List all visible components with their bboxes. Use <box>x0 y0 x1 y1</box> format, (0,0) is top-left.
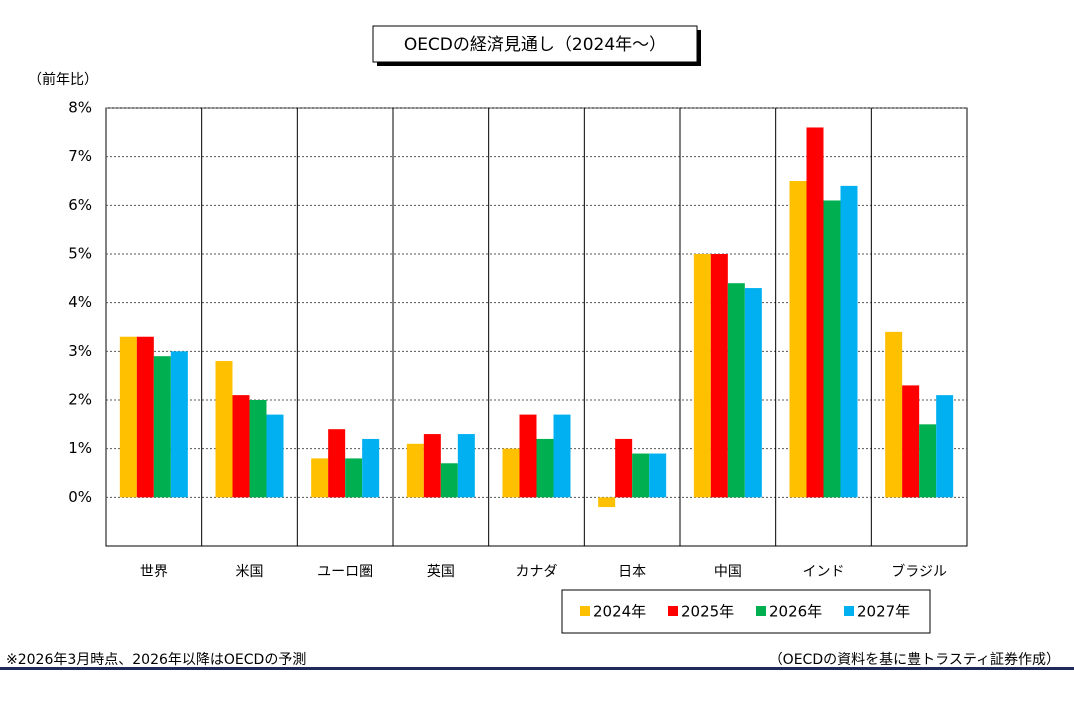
legend-label: 2027年 <box>857 603 910 621</box>
bottom-rule <box>0 667 1074 670</box>
bar <box>249 400 267 498</box>
x-tick-label: インド <box>803 564 845 580</box>
y-tick-label: 5% <box>68 245 92 263</box>
bar <box>649 453 667 498</box>
bar <box>328 429 346 498</box>
legend-swatch <box>844 606 854 616</box>
bar <box>345 458 363 498</box>
bar <box>744 288 762 498</box>
bar <box>136 336 154 498</box>
x-tick-label: 中国 <box>714 564 742 580</box>
legend-swatch <box>668 606 678 616</box>
title-box <box>372 25 698 63</box>
legend-box <box>561 589 931 634</box>
x-tick-label: カナダ <box>516 564 558 580</box>
bar <box>710 254 728 498</box>
bar <box>823 200 841 498</box>
x-tick-label: 米国 <box>236 564 264 580</box>
bar <box>232 395 250 498</box>
legend-label: 2025年 <box>681 603 734 621</box>
x-tick-label: 英国 <box>427 563 455 580</box>
bar <box>806 127 824 498</box>
y-tick-label: 0% <box>68 488 92 506</box>
bar <box>170 351 188 498</box>
y-tick-label: 4% <box>68 293 92 311</box>
bar <box>519 414 537 498</box>
source: （OECDの資料を基に豊トラスティ証券作成） <box>769 651 1060 668</box>
x-tick-label: ブラジル <box>891 563 947 580</box>
footnote: ※2026年3月時点、2026年以降はOECDの予測 <box>6 652 306 668</box>
bar <box>311 458 329 498</box>
legend-swatch <box>580 606 590 616</box>
x-tick-label: ユーロ圏 <box>317 564 373 580</box>
chart-title: OECDの経済見通し（2024年～） <box>404 35 666 55</box>
bar <box>936 395 954 498</box>
bar <box>153 356 171 498</box>
bar <box>440 463 458 498</box>
bar <box>693 254 711 498</box>
legend-label: 2024年 <box>593 603 646 621</box>
y-tick-label: 8% <box>68 99 92 117</box>
bar <box>902 385 920 498</box>
y-unit: （前年比） <box>28 71 98 88</box>
bar <box>406 443 424 498</box>
y-tick-label: 6% <box>68 196 92 214</box>
bar <box>266 414 284 498</box>
y-tick-label: 3% <box>68 342 92 360</box>
bar <box>632 453 650 498</box>
bar <box>215 361 233 498</box>
legend-swatch <box>756 606 766 616</box>
bar <box>598 497 616 508</box>
bar <box>457 434 475 498</box>
x-tick-label: 日本 <box>618 564 646 580</box>
bar <box>789 181 807 498</box>
y-tick-label: 7% <box>68 147 92 165</box>
bar <box>119 336 137 498</box>
bar <box>502 448 520 498</box>
bar <box>553 414 571 498</box>
bar <box>840 185 858 498</box>
bar <box>362 438 380 498</box>
bar <box>615 438 633 498</box>
y-tick-label: 1% <box>68 439 92 457</box>
bar <box>423 434 441 498</box>
bar <box>919 424 937 498</box>
bar <box>727 283 745 498</box>
bar <box>885 331 903 498</box>
y-tick-label: 2% <box>68 391 92 409</box>
x-tick-label: 世界 <box>140 564 168 580</box>
legend-label: 2026年 <box>769 603 822 621</box>
bar <box>536 438 554 498</box>
